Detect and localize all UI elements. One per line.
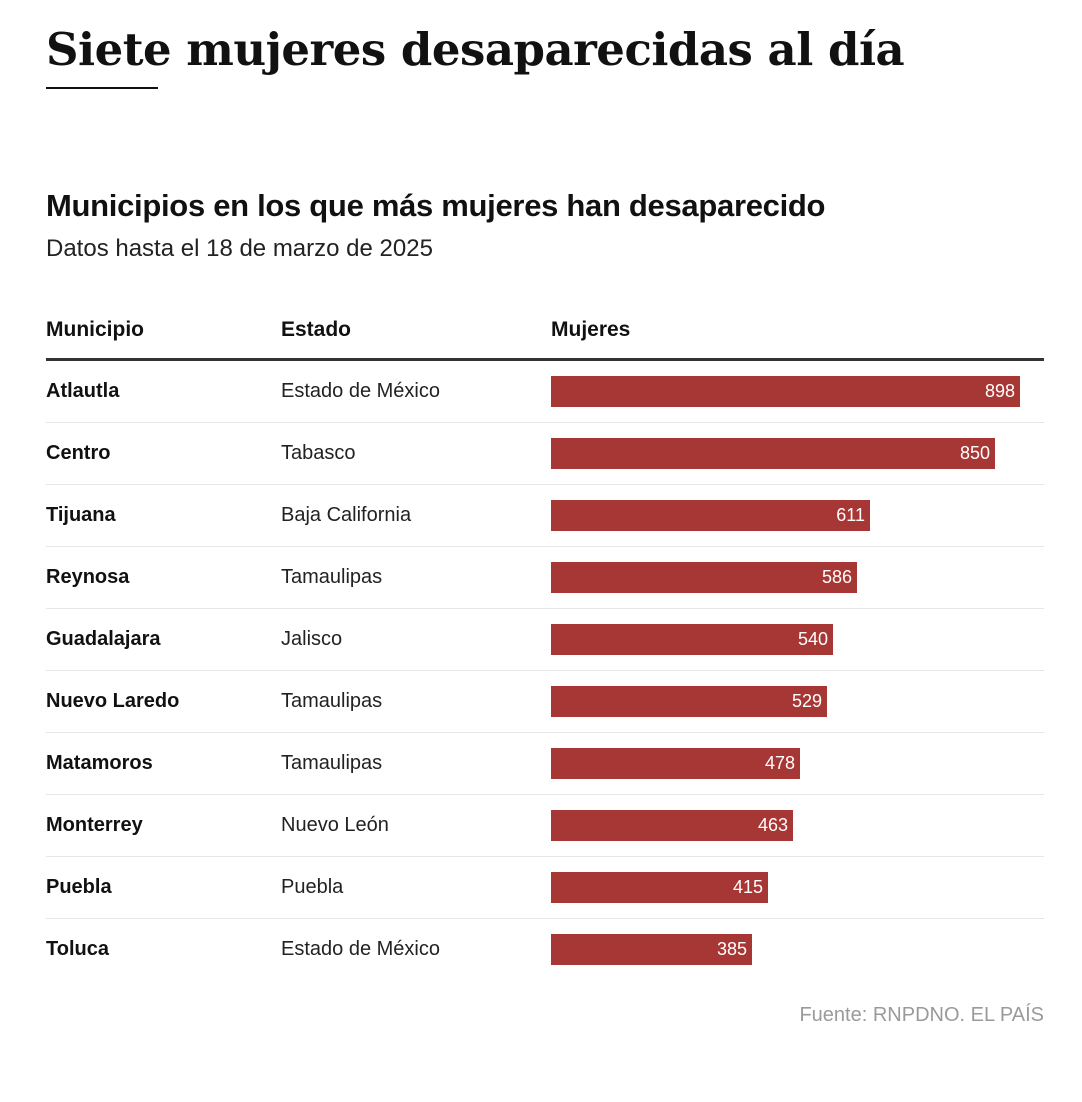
headline-underline [46, 87, 158, 89]
estado-label: Jalisco [281, 628, 343, 650]
table-row: Toluca Estado de México 385 [46, 919, 1044, 980]
estado-label: Nuevo León [281, 814, 389, 836]
table-header: Municipio Estado Mujeres [46, 312, 1044, 361]
bar-value-label: 478 [764, 753, 795, 773]
table-row: Puebla Puebla 415 [46, 857, 1044, 919]
estado-label: Tamaulipas [281, 690, 383, 712]
estado-label: Baja California [281, 504, 412, 526]
table-row: Nuevo Laredo Tamaulipas 529 [46, 671, 1044, 733]
bar-table: Municipio Estado Mujeres Atlautla Estado … [46, 312, 1044, 980]
chart-subtitle: Datos hasta el 18 de marzo de 2025 [46, 235, 433, 262]
bar: 540 [551, 624, 833, 655]
municipio-label: Matamoros [46, 752, 153, 774]
bar-value-label: 850 [959, 443, 990, 463]
bar: 415 [551, 872, 768, 903]
bar: 529 [551, 686, 827, 717]
column-header-municipio: Municipio [46, 318, 144, 341]
bar-value-label: 586 [821, 567, 852, 587]
estado-label: Estado de México [281, 380, 440, 402]
bar: 611 [551, 500, 870, 531]
municipio-label: Tijuana [46, 504, 116, 526]
municipio-label: Toluca [46, 938, 109, 960]
bar: 850 [551, 438, 995, 469]
table-row: Guadalajara Jalisco 540 [46, 609, 1044, 671]
bar-value-label: 540 [797, 629, 828, 649]
table-row: Atlautla Estado de México 898 [46, 361, 1044, 423]
table-row: Matamoros Tamaulipas 478 [46, 733, 1044, 795]
estado-label: Tamaulipas [281, 752, 383, 774]
table-row: Tijuana Baja California 611 [46, 485, 1044, 547]
bar-value-label: 463 [757, 815, 788, 835]
estado-label: Tabasco [281, 442, 356, 464]
municipio-label: Centro [46, 442, 111, 464]
estado-label: Tamaulipas [281, 566, 383, 588]
column-header-estado: Estado [281, 318, 352, 341]
chart-title: Municipios en los que más mujeres han de… [46, 188, 826, 223]
bar: 463 [551, 810, 793, 841]
municipio-label: Puebla [46, 876, 112, 898]
bar: 586 [551, 562, 857, 593]
bar: 898 [551, 376, 1020, 407]
column-header-mujeres: Mujeres [551, 318, 631, 341]
table-row: Centro Tabasco 850 [46, 423, 1044, 485]
table-row: Monterrey Nuevo León 463 [46, 795, 1044, 857]
estado-label: Puebla [281, 876, 344, 898]
table-body: Atlautla Estado de México 898 Centro Tabasco… [46, 361, 1044, 980]
bar: 478 [551, 748, 800, 779]
bar-value-label: 611 [836, 505, 865, 525]
municipio-label: Reynosa [46, 566, 130, 588]
bar-value-label: 898 [984, 381, 1015, 401]
estado-label: Estado de México [281, 938, 440, 960]
municipio-label: Atlautla [46, 380, 120, 402]
bar-value-label: 385 [716, 939, 747, 959]
municipio-label: Guadalajara [46, 628, 161, 650]
table-row: Reynosa Tamaulipas 586 [46, 547, 1044, 609]
source-note: Fuente: RNPDNO. EL PAÍS [799, 1004, 1044, 1026]
headline: Siete mujeres desaparecidas al día [46, 23, 905, 76]
municipio-label: Monterrey [46, 814, 143, 836]
bar-value-label: 415 [732, 877, 763, 897]
municipio-label: Nuevo Laredo [46, 690, 180, 712]
bar: 385 [551, 934, 752, 965]
bar-value-label: 529 [791, 691, 822, 711]
